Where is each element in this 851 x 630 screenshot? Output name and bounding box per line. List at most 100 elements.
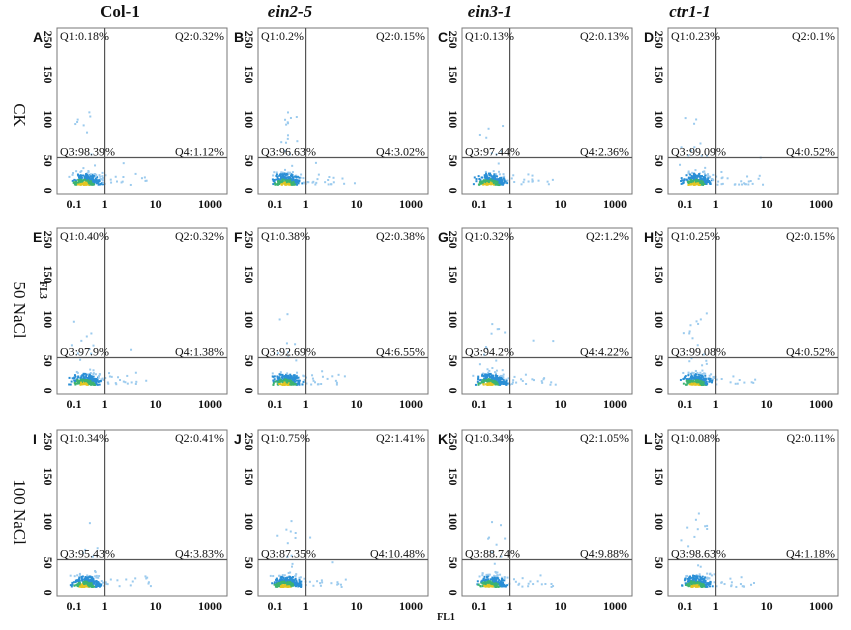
event-dot <box>698 378 701 381</box>
event-dot <box>688 381 691 384</box>
event-dot <box>495 359 498 362</box>
event-dot <box>95 583 98 586</box>
event-dot <box>476 583 479 586</box>
quadrant-label: Q4:0.52% <box>786 144 835 158</box>
event-dot <box>284 168 287 171</box>
event-dot <box>283 377 286 380</box>
quadrant-label: Q2:1.2% <box>586 229 629 243</box>
event-dot <box>279 582 282 585</box>
event-dot <box>272 575 275 578</box>
event-dot <box>477 175 480 178</box>
event-dot <box>536 580 539 583</box>
event-dot <box>287 111 290 114</box>
event-dot <box>283 379 286 382</box>
event-dot <box>92 383 95 386</box>
quadrant-label: Q2:1.41% <box>376 431 425 445</box>
event-dot <box>291 584 294 587</box>
event-dot <box>500 585 503 588</box>
event-dot <box>696 377 699 380</box>
quadrant-label: Q1:0.40% <box>60 229 109 243</box>
event-dot <box>73 382 76 385</box>
event-dot <box>496 375 499 378</box>
quadrant-label: Q1:0.34% <box>60 431 109 445</box>
event-dot <box>287 122 290 125</box>
x-tick-label: 0.1 <box>472 599 487 613</box>
column-header: ein3-1 <box>468 2 512 21</box>
event-dot <box>312 584 315 587</box>
event-dot <box>291 582 294 585</box>
event-dot <box>101 178 104 181</box>
event-dot <box>497 162 500 165</box>
event-dot <box>493 584 496 587</box>
event-dot <box>494 374 497 377</box>
row-label: 50 NaCl <box>10 281 29 338</box>
event-dot <box>517 583 520 586</box>
event-dot <box>749 180 752 183</box>
event-dot <box>298 379 301 382</box>
event-dot <box>327 183 330 186</box>
event-dot <box>289 116 292 119</box>
event-dot <box>697 512 700 515</box>
y-tick-label: 0 <box>242 188 256 194</box>
event-dot <box>706 527 709 530</box>
event-dot <box>303 577 306 580</box>
event-dot <box>293 374 296 377</box>
event-dot <box>95 383 98 386</box>
event-dot <box>680 539 683 542</box>
quadrant-label: Q3:99.08% <box>671 344 726 358</box>
event-dot <box>272 183 275 186</box>
event-dot <box>481 572 484 575</box>
event-dot <box>488 584 491 587</box>
event-dot <box>79 183 82 186</box>
event-dot <box>499 376 502 379</box>
event-dot <box>512 379 515 382</box>
event-dot <box>280 183 283 186</box>
event-dot <box>289 530 292 533</box>
event-dot <box>493 377 496 380</box>
event-dot <box>543 377 546 380</box>
event-dot <box>490 582 493 585</box>
event-dot <box>298 581 301 584</box>
plot-frame <box>257 429 429 597</box>
event-dot <box>485 179 488 182</box>
event-dot <box>679 163 682 166</box>
event-dot <box>689 183 692 186</box>
event-dot <box>73 183 76 186</box>
panel-letter: G <box>438 229 449 245</box>
event-dot <box>489 181 492 184</box>
event-dot <box>87 170 90 173</box>
event-dot <box>510 177 513 180</box>
event-dot <box>106 583 109 586</box>
event-dot <box>490 332 493 335</box>
event-dot <box>695 180 698 183</box>
event-dot <box>483 180 486 183</box>
event-dot <box>287 378 290 381</box>
event-dot <box>702 381 705 384</box>
event-dot <box>78 579 81 582</box>
event-dot <box>84 577 87 580</box>
quadrant-label: Q3:99.09% <box>671 144 726 158</box>
event-dot <box>682 179 685 182</box>
event-dot <box>506 382 509 385</box>
event-dot <box>492 375 495 378</box>
event-dot <box>285 342 288 345</box>
x-tick-label: 10 <box>150 197 162 211</box>
event-dot <box>144 575 147 578</box>
event-dot <box>504 585 507 588</box>
event-dot <box>488 174 491 177</box>
event-dot <box>101 176 104 179</box>
y-tick-label: 250 <box>652 433 666 451</box>
event-dot <box>298 578 301 581</box>
event-dot <box>283 172 286 175</box>
event-dot <box>298 176 301 179</box>
column-header: ein2-5 <box>268 2 313 21</box>
event-dot <box>99 380 102 383</box>
plot-frame <box>461 429 633 597</box>
event-dot <box>487 585 490 588</box>
event-dot <box>83 581 86 584</box>
plot-frame <box>667 27 839 195</box>
event-dot <box>495 180 498 183</box>
event-dot <box>707 577 710 580</box>
event-dot <box>491 379 494 382</box>
event-dot <box>73 575 76 578</box>
